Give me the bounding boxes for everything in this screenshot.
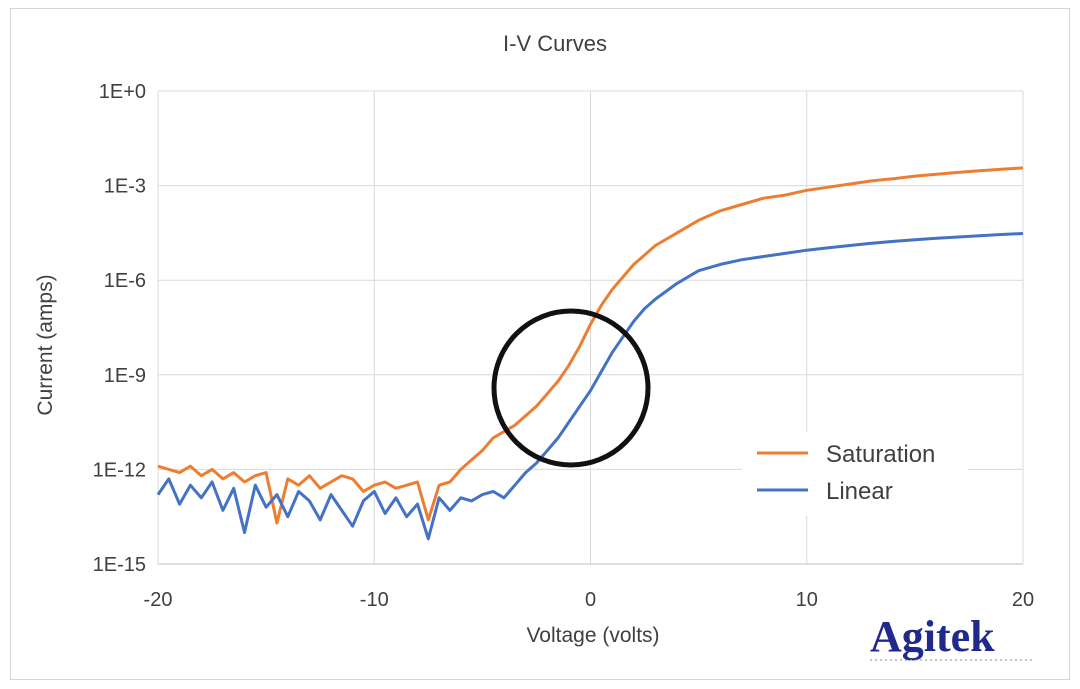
x-tick-label: 20 [1012, 589, 1034, 611]
x-tick-label: -10 [360, 589, 389, 611]
x-tick-label: 0 [585, 589, 596, 611]
chart-frame [10, 8, 1070, 680]
y-tick-label: 1E-15 [93, 554, 146, 576]
x-tick-label: -20 [144, 589, 173, 611]
highlight-circle [491, 308, 651, 468]
y-tick-label: 1E-6 [104, 270, 146, 292]
agitek-logo: Agitek [870, 612, 1032, 661]
y-tick-label: 1E-3 [104, 176, 146, 198]
legend-label-linear: Linear [826, 478, 893, 505]
series-line-linear [156, 232, 1024, 541]
x-tick-label: 10 [796, 589, 818, 611]
y-tick-label: 1E+0 [99, 81, 146, 103]
series-line-saturation [157, 166, 1024, 525]
legend-label-saturation: Saturation [826, 441, 935, 468]
x-axis-title: Voltage (volts) [526, 624, 659, 647]
y-tick-label: 1E-9 [104, 365, 146, 387]
legend: Saturation Linear [742, 432, 968, 516]
chart-title: I-V Curves [503, 31, 607, 56]
tick-labels: -20 -10 0 10 20 1E+0 1E-3 1E-6 1E-9 1E-12 1E-15 [93, 81, 1035, 611]
y-tick-label: 1E-12 [93, 459, 146, 481]
y-axis-title: Current (amps) [34, 274, 57, 415]
legend-background [742, 432, 968, 516]
series-layer [156, 166, 1024, 541]
gridlines [157, 90, 1024, 565]
logo-text: Agitek [870, 612, 995, 661]
